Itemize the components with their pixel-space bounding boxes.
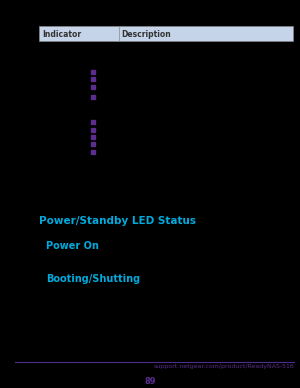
Text: Power/Standby LED Status: Power/Standby LED Status: [39, 216, 196, 226]
Text: Indicator: Indicator: [42, 29, 81, 38]
Text: Power On: Power On: [46, 241, 99, 251]
Text: 89: 89: [144, 376, 156, 386]
Text: Description: Description: [122, 29, 171, 38]
FancyBboxPatch shape: [39, 26, 292, 41]
Text: support.netgear.com/product/ReadyNAS-516: support.netgear.com/product/ReadyNAS-516: [153, 364, 294, 369]
Text: Booting/Shutting: Booting/Shutting: [46, 274, 141, 284]
